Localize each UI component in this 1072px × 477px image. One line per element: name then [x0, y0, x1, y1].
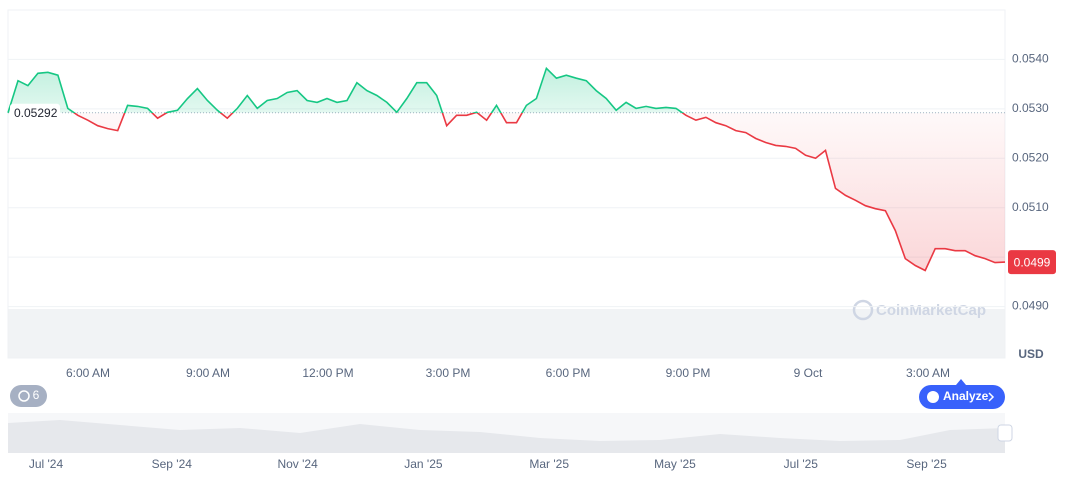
y-tick-label: 0.0540: [1012, 52, 1049, 66]
y-tick-label: 0.0490: [1012, 299, 1049, 313]
last-price-bg: [1008, 250, 1056, 275]
analyze-pointer: [956, 379, 966, 385]
x-tick-label: 3:00 AM: [906, 366, 950, 380]
x-tick-label: 9:00 AM: [186, 366, 230, 380]
navigator-label: Jan '25: [404, 457, 443, 471]
navigator-handle[interactable]: [997, 424, 1013, 442]
history-icon: [18, 390, 30, 402]
watermark: CoinMarketCap: [876, 302, 986, 319]
navigator-label: Mar '25: [529, 457, 569, 471]
price-line: [7, 66, 1006, 272]
x-tick-label: 12:00 PM: [302, 366, 353, 380]
y-tick-label: 0.0530: [1012, 101, 1049, 115]
y-tick-label: 0.0510: [1012, 200, 1049, 214]
x-tick-label: 6:00 AM: [66, 366, 110, 380]
navigator-label: Jul '24: [29, 457, 64, 471]
y-tick-label: 0.0520: [1012, 150, 1049, 164]
x-tick-label: 6:00 PM: [546, 366, 591, 380]
x-tick-label: 9:00 PM: [666, 366, 711, 380]
volume-band: [8, 309, 1005, 358]
navigator-label: May '25: [654, 457, 696, 471]
navigator-area: [8, 420, 1005, 453]
analyze-label[interactable]: Analyze: [943, 389, 989, 403]
analyze-button[interactable]: [919, 385, 1005, 409]
navigator-label: Sep '24: [152, 457, 193, 471]
price-area: [8, 68, 1005, 271]
watermark-logo: [852, 299, 874, 321]
x-tick-label: 9 Oct: [794, 366, 823, 380]
navigator-label: Jul '25: [784, 457, 819, 471]
baseline-label: 0.05292: [14, 106, 58, 120]
unit-label: USD: [1018, 347, 1044, 361]
last-price-label: 0.0499: [1014, 255, 1051, 269]
navigator-label: Nov '24: [277, 457, 318, 471]
analyze-chevron: [988, 392, 995, 402]
navigator-label: Sep '25: [906, 457, 947, 471]
x-tick-label: 3:00 PM: [426, 366, 471, 380]
history-count[interactable]: 6: [33, 388, 40, 402]
baseline-label-bg: [10, 103, 60, 122]
analyze-icon: [927, 391, 939, 403]
